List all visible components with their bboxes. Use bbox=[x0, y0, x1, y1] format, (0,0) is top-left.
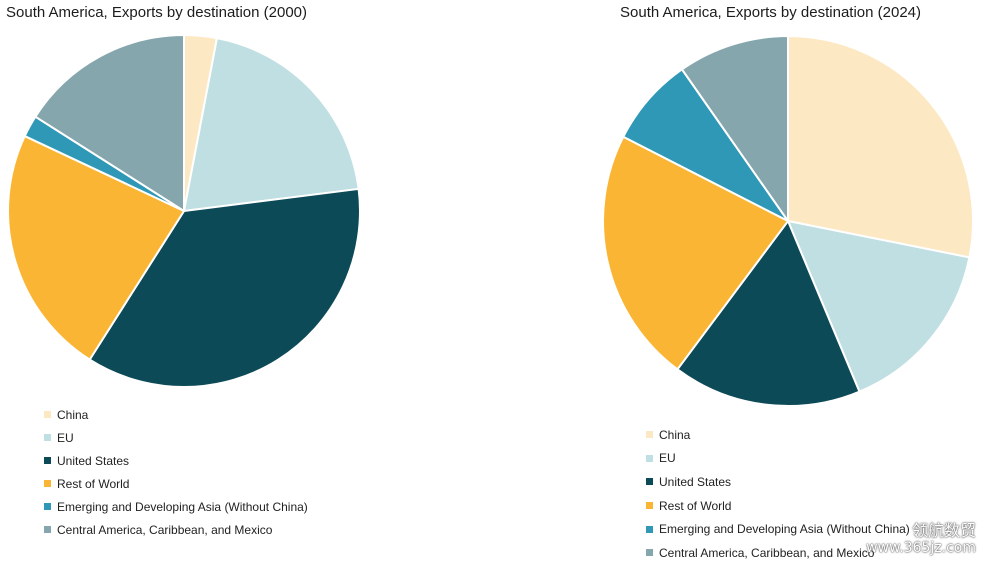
legend-label: United States bbox=[57, 453, 130, 468]
legend-label: China bbox=[659, 427, 691, 442]
legend-label: Emerging and Developing Asia (Without Ch… bbox=[659, 522, 910, 537]
legend-label: Rest of World bbox=[659, 498, 732, 513]
legend-item-rest-of-world: Rest of World bbox=[646, 494, 910, 518]
legend-swatch bbox=[44, 457, 51, 464]
legend-swatch bbox=[646, 478, 653, 486]
pie-slice-eu bbox=[183, 37, 360, 212]
legend-2024: China EU United States Rest of World Emergin… bbox=[646, 423, 910, 565]
legend-swatch bbox=[646, 549, 653, 557]
legend-item-china: China bbox=[44, 403, 308, 426]
legend-item-central-america-caribbean-and-mexico: Central America, Caribbean, and Mexico bbox=[44, 518, 308, 541]
legend-item-china: China bbox=[646, 423, 910, 447]
legend-label: Central America, Caribbean, and Mexico bbox=[57, 522, 273, 537]
chart-title-2000: South America, Exports by destination (2… bbox=[6, 4, 307, 21]
pie-slice-rest-of-world bbox=[7, 135, 185, 361]
legend-item-united-states: United States bbox=[646, 470, 910, 494]
legend-item-rest-of-world: Rest of World bbox=[44, 472, 308, 495]
chart-2000: South America, Exports by destination (2… bbox=[0, 0, 420, 562]
legend-label: Central America, Caribbean, and Mexico bbox=[659, 545, 875, 560]
pie-slice-central-america-caribbean-and-mexico bbox=[681, 35, 789, 222]
legend-swatch bbox=[646, 454, 653, 462]
pie-slice-eu bbox=[787, 220, 971, 393]
legend-label: EU bbox=[57, 430, 74, 445]
pie-slice-united-states bbox=[676, 220, 861, 407]
legend-label: China bbox=[57, 407, 89, 422]
legend-swatch bbox=[646, 525, 653, 533]
pie-slice-rest-of-world bbox=[602, 135, 789, 371]
legend-swatch bbox=[646, 431, 653, 439]
legend-item-eu: EU bbox=[44, 426, 308, 449]
legend-item-emerging-and-developing-asia-without-china: Emerging and Developing Asia (Without Ch… bbox=[646, 517, 910, 541]
legend-label: United States bbox=[659, 474, 732, 489]
legend-label: Emerging and Developing Asia (Without Ch… bbox=[57, 499, 308, 514]
pie-slice-united-states bbox=[88, 187, 361, 388]
legend-item-eu: EU bbox=[646, 447, 910, 471]
legend-swatch bbox=[44, 526, 51, 533]
legend-item-emerging-and-developing-asia-without-china: Emerging and Developing Asia (Without Ch… bbox=[44, 495, 308, 518]
legend-swatch bbox=[44, 480, 51, 487]
legend-item-central-america-caribbean-and-mexico: Central America, Caribbean, and Mexico bbox=[646, 541, 910, 565]
legend-swatch bbox=[44, 434, 51, 441]
legend-label: EU bbox=[659, 451, 676, 466]
legend-label: Rest of World bbox=[57, 476, 130, 491]
chart-title-2024: South America, Exports by destination (2… bbox=[620, 4, 921, 21]
legend-item-united-states: United States bbox=[44, 449, 308, 472]
pie-2000 bbox=[7, 34, 361, 388]
legend-2000: China EU United States Rest of World Emergin… bbox=[44, 403, 308, 541]
chart-2024: South America, Exports by destination (2… bbox=[590, 0, 982, 562]
pie-slice-china bbox=[787, 35, 974, 259]
legend-swatch bbox=[44, 503, 51, 510]
legend-swatch bbox=[44, 411, 51, 418]
pie-slice-central-america-caribbean-and-mexico bbox=[34, 34, 185, 212]
legend-swatch bbox=[646, 502, 653, 510]
pie-2024 bbox=[602, 35, 974, 407]
